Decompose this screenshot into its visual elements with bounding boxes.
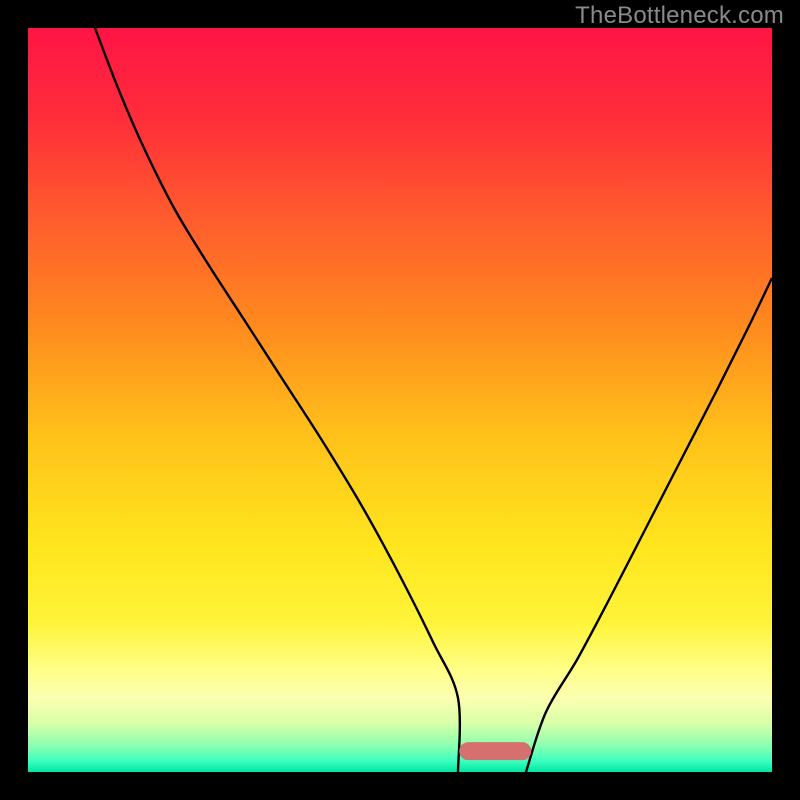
- optimal-marker: [459, 742, 531, 760]
- chart-frame: TheBottleneck.com: [0, 0, 800, 800]
- watermark-text: TheBottleneck.com: [575, 2, 784, 30]
- bottleneck-chart: [28, 28, 772, 772]
- plot-area: [28, 28, 772, 772]
